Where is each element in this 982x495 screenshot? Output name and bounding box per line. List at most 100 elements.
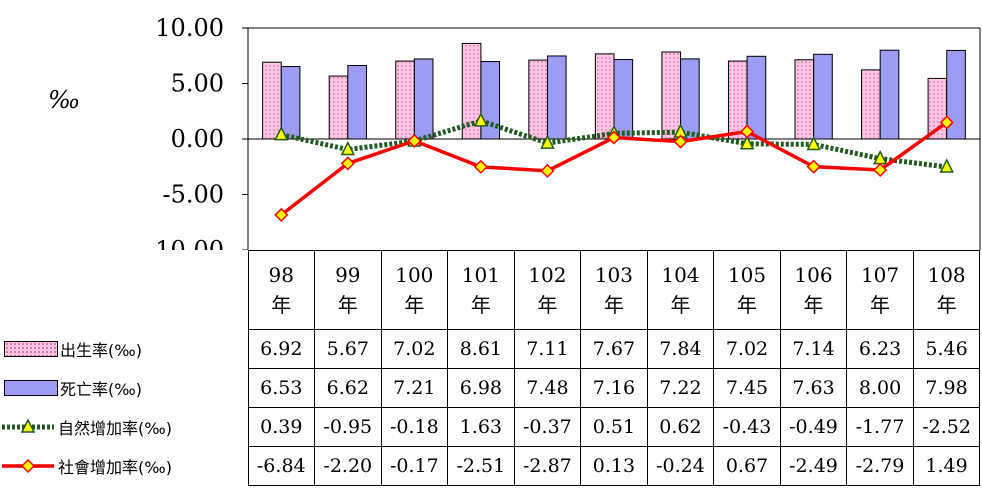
bar-birth [528,59,548,140]
table-cell: -2.87 [513,446,582,486]
bar-birth [262,61,282,140]
table-cell: 7.84 [646,329,715,369]
bar-death [680,58,700,140]
table-cell: 7.45 [713,368,781,408]
point-natural-increase [806,135,821,151]
bar-birth [794,59,815,140]
legend-key-social-increase [2,458,54,474]
point-natural-increase [540,134,555,149]
table-cell: 8.61 [447,329,515,369]
bar-birth [661,51,682,140]
table-cell: 6.98 [447,368,515,408]
y-tick-label: -5.00 [162,181,224,209]
point-natural-increase [274,125,289,141]
bar-birth [861,69,881,140]
table-row-social-increase: 社會增加率(‰) -6.84 -2.20 -0.17 -2.51 -2.87 0.13 -0.… [0,446,981,486]
table-cell: -2.20 [314,446,382,486]
category-label: 106 年 [779,250,848,330]
table-cell: 7.21 [380,368,449,408]
point-social-increase [407,133,422,148]
point-social-increase [540,163,555,178]
point-social-increase [873,162,888,178]
table-cell: 1.49 [912,446,981,486]
table-cell: -0.18 [380,407,449,447]
table-cell: -2.79 [846,446,914,486]
y-tick-label: 0.00 [171,125,224,153]
point-social-increase [939,115,954,130]
legend-label-birth-rate: 出生率(‰) [0,329,249,369]
category-label: 108 年 [912,250,981,330]
legend-label-death-rate: 死亡率(‰) [0,368,249,408]
bar-birth [395,60,415,140]
category-label: 99 年 [314,250,382,330]
table-row-natural-increase: 自然增加率(‰) 0.39 -0.95 -0.18 1.63 -0.37 0.51 0.62-… [0,407,981,447]
chart: 10.00 5.00 0.00 -5.00 -10.00 ‰ [48,14,981,250]
table-cell: -0.17 [380,446,449,486]
table-cell: 7.63 [779,368,848,408]
unit-label: ‰ [48,86,80,114]
y-tick-label: -10.00 [147,236,224,250]
category-label: 101 年 [447,250,515,330]
point-social-increase [473,159,488,174]
point-social-increase [806,159,821,174]
table-row-birth-rate: 出生率(‰) 6.92 5.67 7.02 8.61 7.11 7.67 7.84 7.02 7.… [0,329,981,369]
table-cell: 7.22 [646,368,715,408]
legend-label-social-increase: 社會增加率(‰) [0,446,249,486]
table-cell: 0.13 [580,446,648,486]
category-label: 102 年 [513,250,582,330]
table-cell: 0.39 [247,407,316,447]
point-natural-increase [473,112,489,127]
bar-death [746,55,767,140]
point-social-increase [340,156,355,171]
point-social-increase [606,130,622,145]
category-label: 104 年 [646,250,715,330]
point-natural-increase [939,158,954,173]
table-cell: 7.11 [513,329,582,369]
category-label: 107 年 [846,250,914,330]
table-cell: -0.95 [314,407,382,447]
table-cell: 7.02 [380,329,449,369]
table-cell: 7.02 [713,329,781,369]
legend-key-birth-rate [4,341,58,357]
bar-birth [594,53,615,140]
table-row-death-rate: 死亡率(‰) 6.53 6.62 7.21 6.98 7.48 7.16 7.22 7.45 7.… [0,368,981,408]
data-table: 98 年 99 年 100 年 101 年 102 年 103 年 104 年 105 年 106 年 107 年 10… [0,250,981,486]
bar-death [946,49,966,140]
bar-death [546,55,567,140]
bar-death [347,65,367,140]
bar-death [280,66,301,140]
point-natural-increase [340,140,356,156]
bar-death [813,53,833,140]
bar-death [613,59,634,140]
point-social-increase [274,207,289,222]
table-cell: 6.62 [314,368,382,408]
table-cell: -0.49 [779,407,848,447]
category-label: 103 年 [580,250,648,330]
table-cell: 1.63 [447,407,515,447]
table-cell: 7.48 [513,368,582,408]
category-row: 98 年 99 年 100 年 101 年 102 年 103 年 104 年 105 年 106 年 107 年 10… [0,250,981,330]
series-name: 社會增加率(‰) [58,458,172,477]
point-social-increase [740,124,755,139]
table-cell: -0.24 [646,446,715,486]
series-name: 死亡率(‰) [60,380,142,399]
bar-birth [328,75,349,140]
table-cell: 6.53 [247,368,316,408]
bar-death [879,49,900,140]
table-cell: 6.23 [846,329,914,369]
category-label: 98 年 [247,250,316,330]
bars [262,42,966,140]
table-cell: 5.67 [314,329,382,369]
point-natural-increase [739,135,755,150]
table-cell: 0.62 [646,407,715,447]
table-cell: 6.92 [247,329,316,369]
table-cell: 7.98 [912,368,981,408]
table-cell: -1.77 [846,407,914,447]
table-cell: -0.37 [513,407,582,447]
table-cell: 7.14 [779,329,848,369]
category-label: 105 年 [713,250,781,330]
bar-death [480,61,501,140]
table-cell: -6.84 [247,446,316,486]
table-cell: -0.43 [713,407,781,447]
table-cell: 0.67 [713,446,781,486]
